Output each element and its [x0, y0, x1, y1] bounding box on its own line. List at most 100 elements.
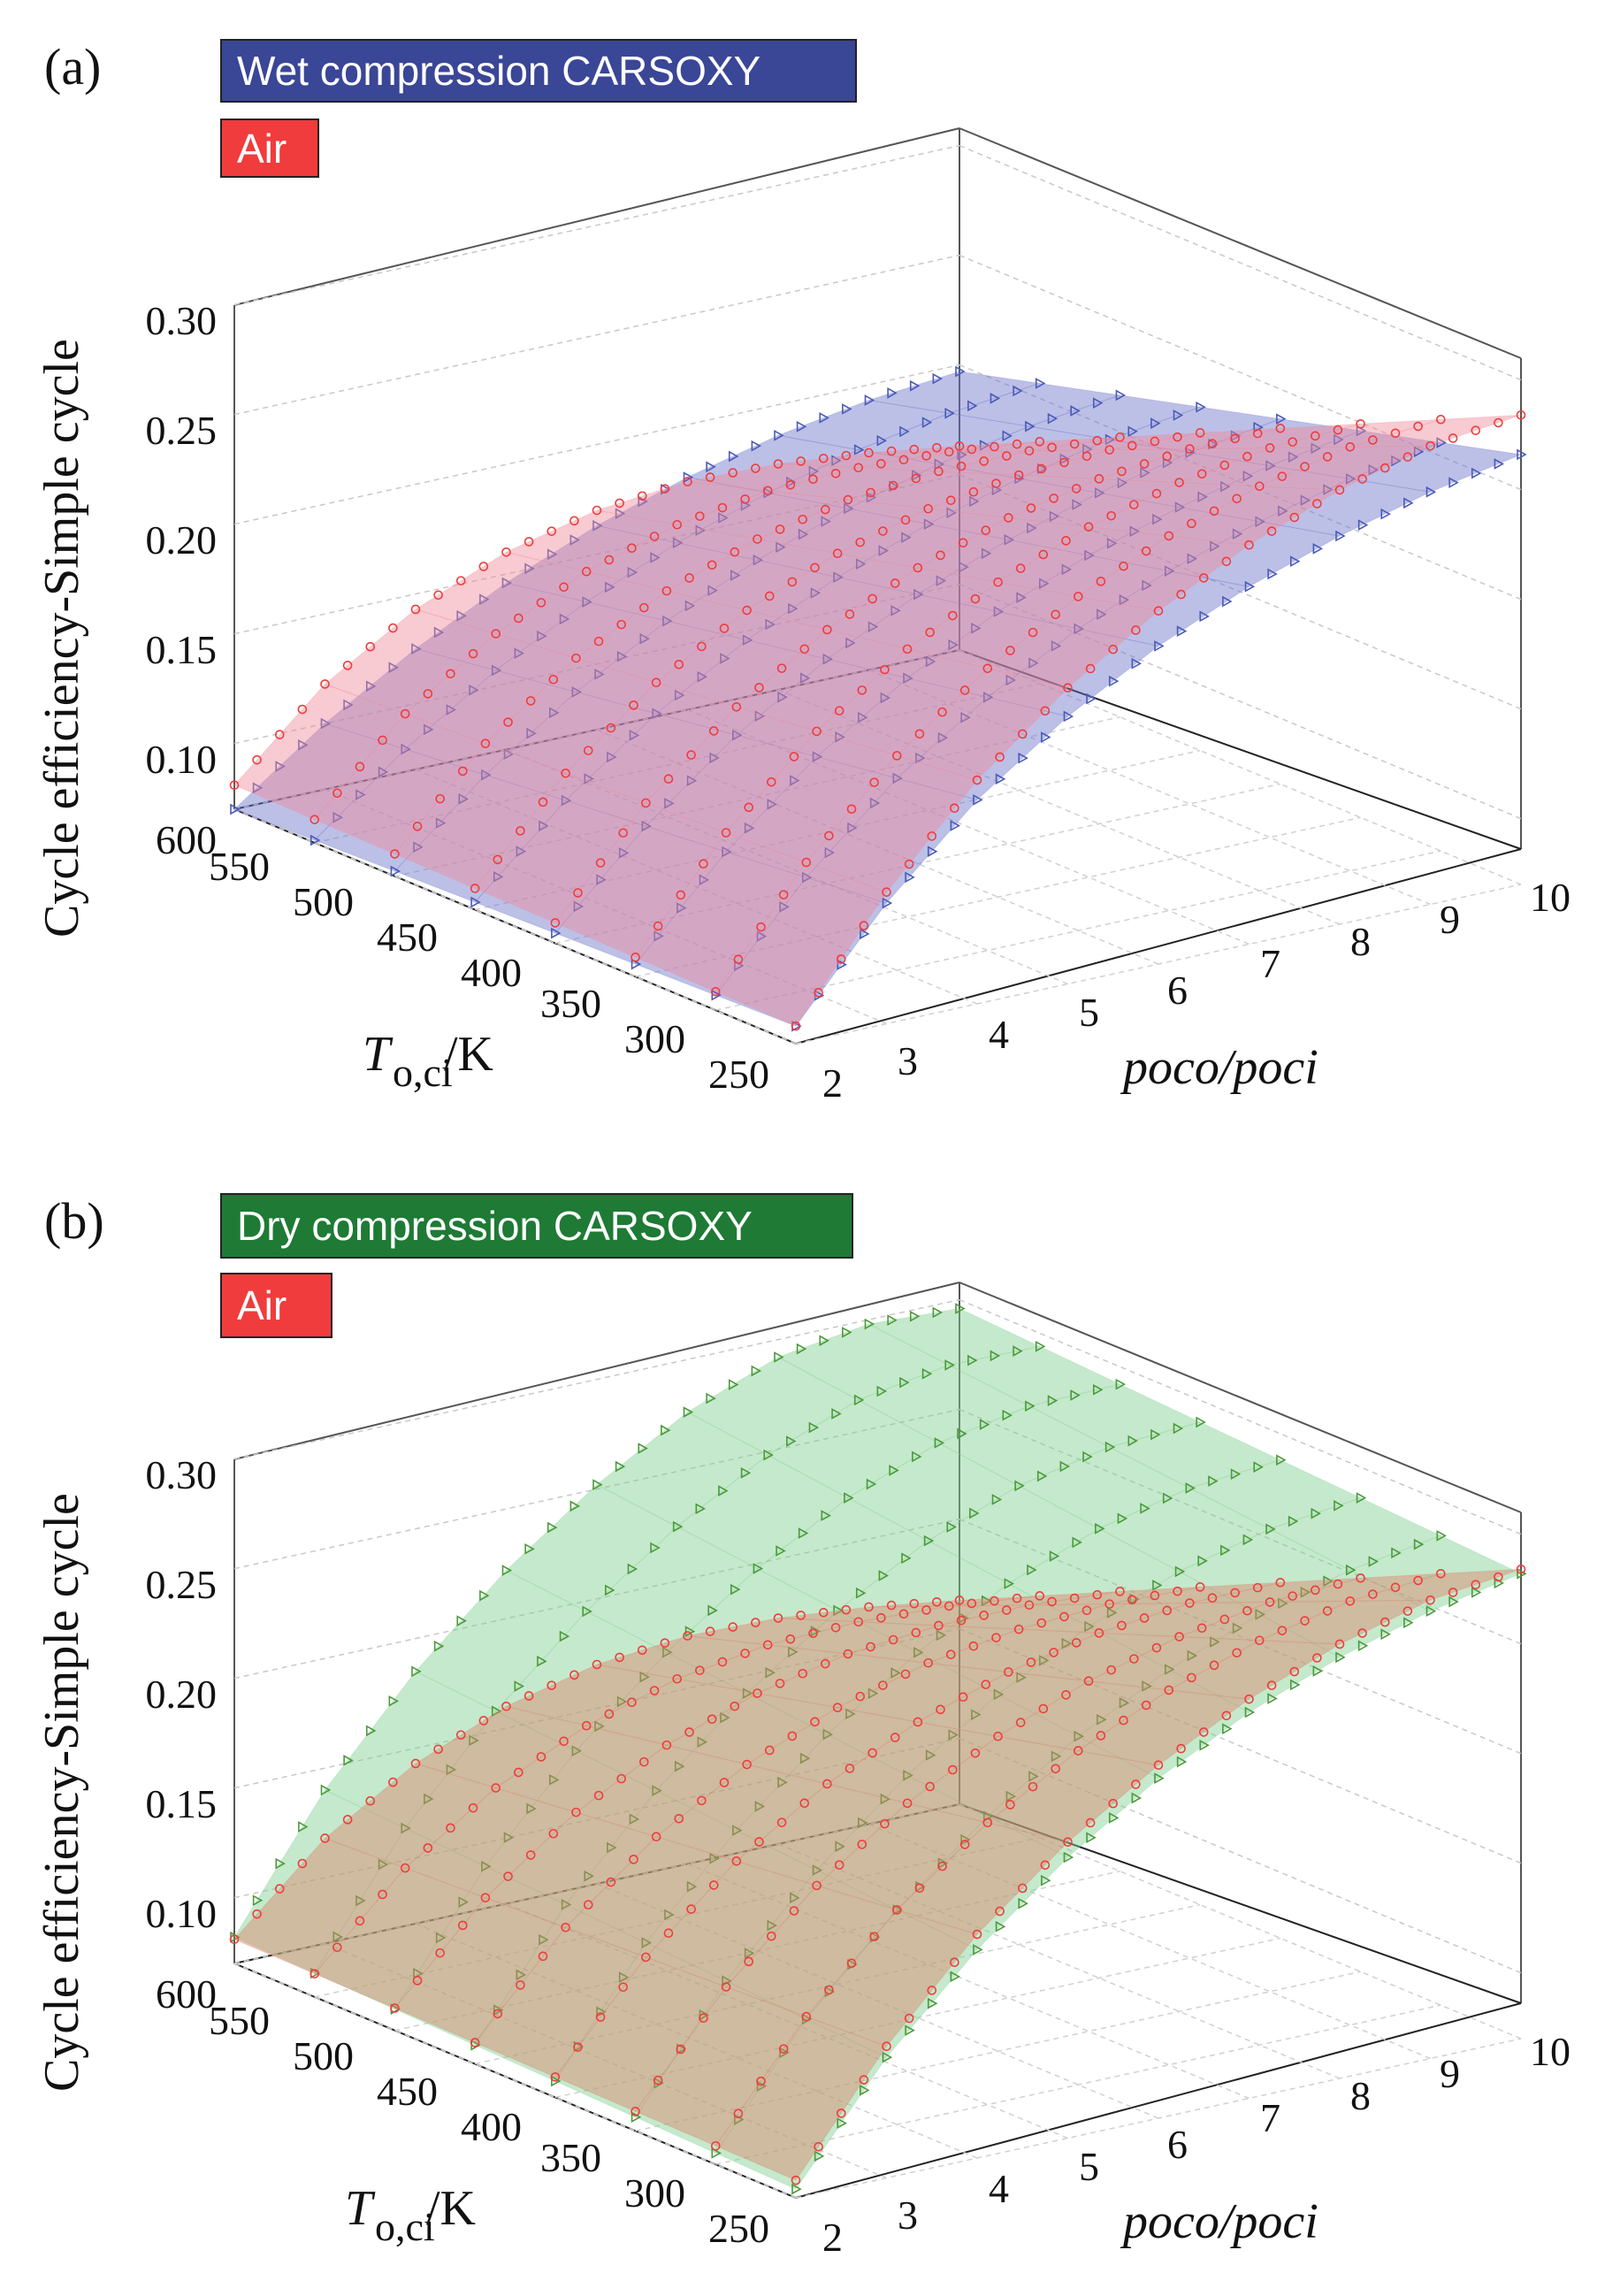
marker-triangle — [957, 448, 967, 461]
surface-patch — [554, 1941, 727, 2118]
marker-triangle — [1093, 397, 1104, 409]
box-a-top-back-left — [233, 127, 960, 306]
marker-triangle — [1154, 640, 1165, 652]
marker-triangle — [481, 1860, 492, 1872]
marker-triangle — [932, 372, 944, 385]
grid-floor-x-5 — [506, 1902, 1068, 2139]
marker-triangle — [1070, 1389, 1081, 1401]
marker-triangle — [1049, 510, 1060, 523]
marker-triangle — [779, 2047, 790, 2059]
z-axis-label-a: Cycle efficiency-Simple cycle — [34, 339, 89, 938]
surface-patch — [755, 499, 930, 555]
marker-triangle — [1074, 1730, 1084, 1742]
marker-air — [516, 826, 525, 836]
marker-triangle — [697, 1736, 708, 1748]
marker-triangle — [1174, 501, 1186, 513]
marker-air — [1311, 1585, 1320, 1596]
marker-air — [751, 1618, 760, 1627]
marker-air — [921, 1605, 931, 1615]
marker-triangle — [343, 699, 354, 711]
marker-triangle — [1164, 565, 1175, 577]
marker-triangle — [944, 407, 955, 419]
marker-air — [525, 1850, 536, 1860]
marker-air — [1096, 577, 1106, 586]
marker-air — [869, 777, 879, 787]
marker-triangle — [616, 650, 628, 662]
surface-patch — [715, 2016, 888, 2181]
marker-air — [834, 706, 845, 716]
marker-triangle — [1403, 497, 1414, 509]
surface-wet-compression-carsoxy — [230, 365, 1527, 1032]
marker-air — [836, 954, 846, 964]
marker-air — [995, 1906, 1005, 1917]
marker-triangle — [684, 600, 696, 612]
marker-air — [859, 2075, 869, 2085]
marker-triangle — [596, 874, 607, 885]
marker-air — [843, 494, 853, 505]
marker-triangle — [867, 621, 879, 633]
marker-air — [663, 1928, 674, 1939]
marker-air — [721, 1982, 731, 1992]
marker-triangle — [1047, 1395, 1059, 1406]
surface-patch — [997, 1626, 1170, 1737]
marker-air — [616, 1773, 626, 1784]
marker-air — [1092, 1589, 1103, 1600]
marker-air — [1345, 441, 1356, 452]
marker-air — [937, 1861, 947, 1871]
marker-triangle — [653, 930, 664, 942]
marker-triangle — [744, 822, 755, 834]
surface-patch — [916, 1582, 1090, 1695]
marker-air — [697, 1795, 707, 1806]
marker-air — [959, 685, 970, 695]
marker-air — [934, 466, 944, 477]
marker-triangle — [993, 606, 1005, 617]
marker-triangle — [831, 455, 842, 467]
marker-triangle — [1140, 467, 1150, 478]
marker-air — [834, 1860, 845, 1870]
marker-air — [776, 663, 787, 673]
marker-air — [754, 1837, 764, 1847]
grid-z-right-0.30 — [959, 1298, 1522, 1535]
marker-air — [674, 1813, 684, 1824]
marker-air — [1198, 1727, 1209, 1737]
marker-air — [968, 1641, 979, 1651]
marker-air — [595, 858, 606, 868]
marker-triangle — [1300, 494, 1311, 506]
marker-air — [686, 1904, 696, 1914]
surface-patch — [916, 517, 1090, 583]
marker-air — [1026, 1657, 1036, 1667]
marker-air — [1117, 1620, 1127, 1631]
surface-patch — [857, 1364, 1031, 1443]
marker-air — [550, 918, 561, 928]
marker-triangle — [551, 927, 562, 939]
marker-triangle — [1187, 1649, 1198, 1662]
marker-triangle — [1289, 555, 1301, 568]
marker-air — [503, 717, 513, 727]
marker-triangle — [1117, 477, 1128, 489]
surface-patch — [554, 825, 727, 965]
marker-triangle — [355, 1894, 366, 1907]
marker-air — [1061, 536, 1071, 546]
marker-triangle — [869, 797, 881, 809]
marker-air — [606, 723, 616, 733]
marker-triangle — [1164, 1664, 1175, 1675]
marker-air — [1141, 1700, 1151, 1711]
surface-patch — [735, 629, 909, 732]
surface-patch — [847, 471, 1020, 509]
surface-patch — [1019, 448, 1190, 479]
marker-air — [717, 1657, 728, 1667]
marker-triangle — [936, 575, 947, 587]
marker-triangle — [1028, 1771, 1039, 1782]
marker-triangle — [1357, 1640, 1369, 1652]
marker-air — [583, 1900, 593, 1910]
marker-triangle — [674, 689, 685, 701]
marker-air — [1252, 428, 1263, 439]
marker-air — [1153, 606, 1164, 616]
marker-triangle — [960, 1833, 971, 1846]
surface-patch — [927, 1485, 1100, 1585]
marker-air — [1002, 1605, 1012, 1615]
marker-triangle — [1084, 1620, 1095, 1633]
marker-triangle — [594, 1720, 605, 1733]
marker-air — [1013, 1624, 1024, 1634]
marker-air — [478, 1716, 489, 1726]
